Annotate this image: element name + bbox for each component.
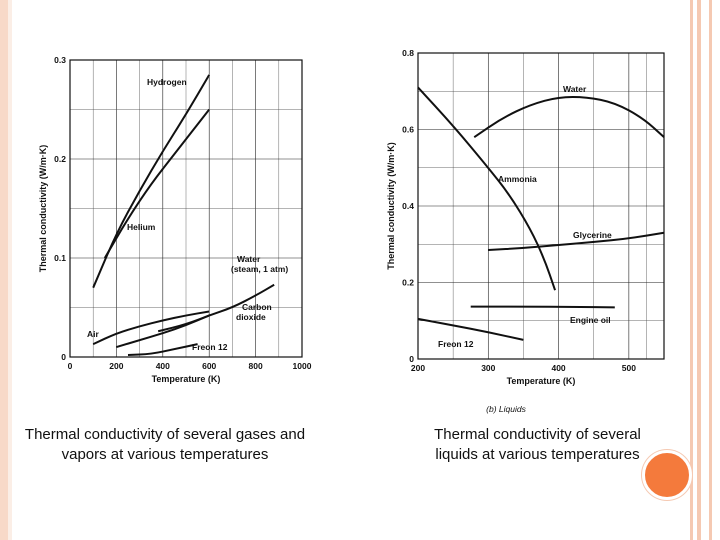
x-tick-label: 300 — [481, 363, 495, 373]
series-label-hydrogen: Hydrogen — [147, 77, 187, 87]
series-label-ammonia: Ammonia — [498, 174, 537, 184]
y-tick-label: 0.4 — [402, 201, 414, 211]
y-tick-label: 0.1 — [54, 253, 66, 263]
y-tick-label: 0.8 — [402, 48, 414, 58]
x-tick-label: 400 — [156, 361, 170, 371]
plot-frame — [417, 52, 665, 360]
series-line-carbon-dioxide — [116, 314, 210, 349]
left-border-stripe — [0, 0, 8, 540]
left-border-stripe-inner — [8, 0, 12, 540]
series-label-carbon-dioxide: Carbon dioxide — [236, 302, 272, 322]
series-line-helium — [103, 108, 210, 259]
y-tick-label: 0.2 — [54, 154, 66, 164]
y-tick-label: 0 — [409, 354, 414, 364]
y-tick-label: 0.2 — [402, 278, 414, 288]
series-label-engine-oil: Engine oil — [570, 315, 611, 325]
gases-chart: 0 200 400 600 800 1000 0 0.1 0.2 0.3 Temperature (… — [38, 55, 312, 384]
series-line-air — [92, 310, 210, 346]
y-tick-label: 0 — [61, 352, 66, 362]
x-tick-label: 200 — [411, 363, 425, 373]
series-label-freon-12: Freon 12 — [438, 339, 474, 349]
series-line-hydrogen — [92, 74, 211, 289]
series-label-water: Water — [563, 84, 587, 94]
y-axis-label: Thermal conductivity (W/m·K) — [386, 142, 396, 270]
right-border-stripe — [709, 0, 712, 540]
series-line-water — [473, 95, 665, 138]
series-line-engine-oil — [470, 305, 615, 309]
x-axis-label: Temperature (K) — [507, 376, 576, 386]
x-tick-label: 1000 — [293, 361, 312, 371]
x-tick-label: 500 — [622, 363, 636, 373]
right-border-stripe — [697, 0, 701, 540]
plot-frame — [69, 59, 303, 358]
x-tick-label: 800 — [249, 361, 263, 371]
right-border-stripe — [690, 0, 693, 540]
series-label-water-steam-1-atm: Water (steam, 1 atm) — [231, 254, 288, 274]
panel-label: (b) Liquids — [486, 404, 526, 414]
series-label-freon-12: Freon 12 — [192, 342, 228, 352]
liquids-chart: 200 300 400 500 0 0.2 0.4 0.6 0.8 Temperature (K)… — [386, 48, 665, 414]
y-tick-label: 0.3 — [54, 55, 66, 65]
series-label-air: Air — [87, 329, 100, 339]
series-line-ammonia — [417, 86, 557, 291]
series-label-helium: Helium — [127, 222, 156, 232]
series-line-freon-12 — [417, 317, 524, 341]
series-line-freon-12 — [127, 343, 198, 357]
series-line-glycerine — [488, 231, 665, 251]
x-tick-label: 200 — [109, 361, 123, 371]
liquids-caption: Thermal conductivity of several liquids … — [434, 426, 641, 463]
series-line-water-steam-1-atm — [157, 283, 275, 333]
gases-caption: Thermal conductivity of several gases an… — [24, 426, 306, 463]
x-tick-label: 600 — [202, 361, 216, 371]
x-tick-label: 0 — [68, 361, 73, 371]
y-tick-label: 0.6 — [402, 125, 414, 135]
decorative-circle — [642, 450, 692, 500]
series-label-glycerine: Glycerine — [573, 230, 612, 240]
y-axis-label: Thermal conductivity (W/m·K) — [38, 145, 48, 273]
x-axis-label: Temperature (K) — [152, 374, 221, 384]
x-tick-label: 400 — [551, 363, 565, 373]
